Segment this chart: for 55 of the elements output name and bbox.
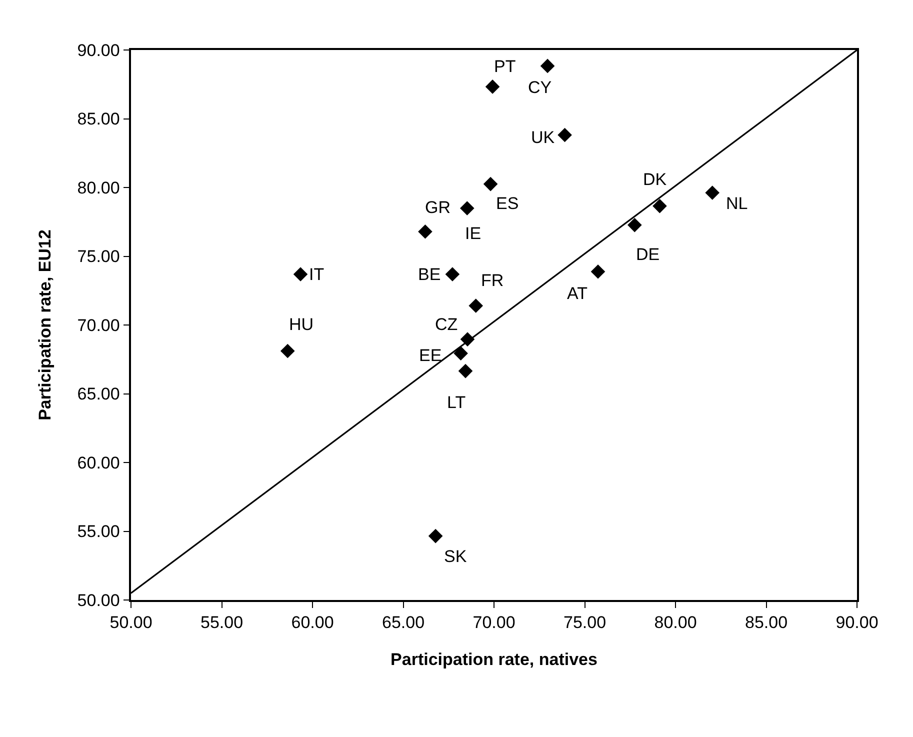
x-tick-label: 60.00 bbox=[291, 613, 334, 632]
point bbox=[280, 344, 295, 358]
annotation: AT bbox=[567, 284, 588, 303]
annotation: PT bbox=[494, 57, 516, 76]
annotation: NL bbox=[726, 194, 748, 213]
point bbox=[428, 528, 443, 544]
x-tick-label: 50.00 bbox=[110, 613, 152, 632]
annotation: BE bbox=[418, 265, 441, 284]
x-tick-label: 90.00 bbox=[836, 613, 878, 632]
point bbox=[458, 364, 473, 378]
x-tick-label: 80.00 bbox=[654, 613, 697, 632]
x-tick-label: 65.00 bbox=[382, 613, 425, 632]
annotation: IE bbox=[465, 224, 482, 243]
point bbox=[590, 264, 606, 279]
y-tick-label: 65.00 bbox=[77, 384, 120, 404]
point bbox=[652, 198, 667, 214]
x-tick-label: 75.00 bbox=[563, 613, 606, 632]
annotation: DE bbox=[636, 245, 660, 264]
annotation: IT bbox=[309, 265, 324, 284]
point bbox=[445, 267, 460, 282]
annotation: ES bbox=[496, 194, 519, 213]
point bbox=[460, 201, 474, 216]
y-tick-label: 85.00 bbox=[77, 110, 120, 129]
point bbox=[293, 267, 308, 282]
annotation: LT bbox=[447, 393, 466, 412]
annotation: SK bbox=[444, 547, 468, 566]
y-tick-label: 50.00 bbox=[77, 590, 120, 610]
y-tick-label: 80.00 bbox=[77, 178, 120, 198]
point bbox=[483, 176, 498, 192]
annotation: HU bbox=[289, 315, 314, 334]
y-tick-label: 90.00 bbox=[77, 40, 120, 60]
x-axis-title: Participation rate, natives bbox=[390, 650, 598, 670]
point bbox=[558, 128, 572, 142]
x-tick-label: 85.00 bbox=[744, 613, 788, 632]
point bbox=[454, 346, 468, 360]
y-tick-label: 60.00 bbox=[77, 453, 120, 472]
point bbox=[705, 186, 720, 200]
annotation: UK bbox=[531, 128, 556, 147]
annotation: CZ bbox=[435, 315, 458, 334]
annotation: DK bbox=[643, 170, 668, 189]
point bbox=[418, 224, 432, 239]
y-tick-label: 55.00 bbox=[77, 522, 120, 542]
point bbox=[485, 80, 500, 94]
x-tick-label: 55.00 bbox=[200, 613, 244, 632]
annotation: GR bbox=[425, 198, 450, 217]
y-axis-title: Participation rate, EU12 bbox=[35, 230, 54, 420]
y-tick-label: 75.00 bbox=[77, 247, 120, 266]
point bbox=[628, 218, 642, 232]
annotation: FR bbox=[481, 271, 504, 290]
y-tick-label: 70.00 bbox=[77, 316, 120, 335]
annotation: CY bbox=[528, 78, 552, 97]
annotation: EE bbox=[419, 346, 442, 365]
x-tick-label: 70.00 bbox=[472, 613, 516, 632]
point bbox=[468, 298, 483, 313]
point bbox=[540, 58, 555, 74]
